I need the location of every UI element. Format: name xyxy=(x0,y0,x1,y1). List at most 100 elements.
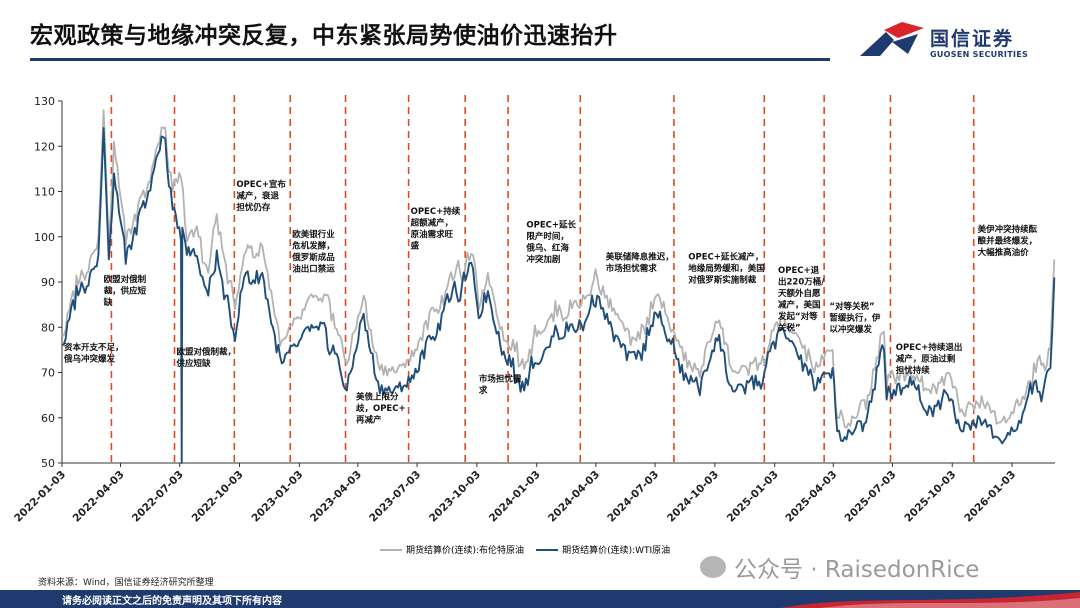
annotation-line: 限产时间， xyxy=(526,231,569,242)
annotation-line: 欧盟对俄制 xyxy=(104,274,147,285)
x-tick-label: 2022-01-03 xyxy=(12,469,68,525)
annotation-line: 欧美银行业 xyxy=(292,229,335,240)
y-tick-label: 110 xyxy=(34,186,55,199)
series-line-brent xyxy=(61,109,1056,429)
y-tick-label: 70 xyxy=(41,367,55,380)
annotation-line: 暂缓执行，伊 xyxy=(829,313,881,324)
annotation-line: 地缘局势缓和，美国 xyxy=(688,263,765,274)
y-tick-label: 80 xyxy=(41,321,55,334)
annotation-line: 关税” xyxy=(778,322,801,333)
legend-swatch-wti xyxy=(536,548,559,551)
x-tick-label: 2024-07-03 xyxy=(605,469,661,525)
annotation-line: 天额外自愿 xyxy=(778,288,821,299)
annotation-line: 再减产 xyxy=(356,415,382,426)
annotation-line: 减产，衰退 xyxy=(236,190,279,201)
annotation-line: 担忧持续 xyxy=(896,365,931,376)
x-tick-label: 2025-07-03 xyxy=(843,469,899,525)
annotation-line: OPEC+持续 xyxy=(411,206,461,217)
annotation-line: 担忧仍存 xyxy=(236,202,271,213)
annotation-line: 资本开支不足， xyxy=(64,342,124,353)
annotation-line: 俄乌冲突爆发 xyxy=(63,353,116,364)
watermark-text: 公众号 · RaisedonRice xyxy=(734,557,980,583)
annotation-line: 市场担忧需求 xyxy=(606,263,658,274)
annotation-line: 危机发酵， xyxy=(291,240,335,251)
event-annotation: 资本开支不足，俄乌冲突爆发 xyxy=(63,342,124,365)
x-tick-label: 2025-01-03 xyxy=(725,469,781,525)
event-annotation: 欧盟对俄制裁，供应短缺 xyxy=(176,346,237,369)
annotation-line: 美伊冲突持续酝 xyxy=(978,224,1038,235)
annotation-line: 酿并最终爆发， xyxy=(978,236,1038,247)
legend-label-brent: 期货结算价(连续):布伦特原油 xyxy=(406,546,525,556)
x-tick-label: 2022-04-03 xyxy=(71,469,127,525)
y-tick-label: 130 xyxy=(34,95,55,108)
x-tick-label: 2023-07-03 xyxy=(367,469,423,525)
annotation-line: OPEC+退 xyxy=(778,265,820,276)
annotation-line: 歧，OPEC+ xyxy=(356,403,406,414)
x-tick-label: 2024-04-03 xyxy=(546,469,602,525)
chart-annotations: 资本开支不足，俄乌冲突爆发欧盟对俄制裁，供应短缺欧盟对俄制裁，供应短缺OPEC+… xyxy=(63,179,1038,426)
annotation-line: 美联储降息推迟， xyxy=(606,251,674,262)
x-tick-label: 2022-10-03 xyxy=(190,469,246,525)
annotation-line: 发起“对等 xyxy=(777,311,818,322)
x-tick-label: 2024-10-03 xyxy=(665,469,721,525)
x-tick-label: 2024-01-03 xyxy=(487,469,543,525)
guosen-logo-icon xyxy=(860,22,924,56)
annotation-line: 减产，原油过剩 xyxy=(896,353,956,364)
footer-disclaimer: 请务必阅读正文之后的免责声明及其项下所有内容 xyxy=(62,596,282,607)
annotation-line: 以冲突爆发 xyxy=(829,324,872,335)
annotation-line: OPEC+延长 xyxy=(526,220,576,231)
x-tick-label: 2025-10-03 xyxy=(902,469,958,525)
annotation-line: OPEC+延长减产， xyxy=(688,251,763,262)
legend-swatch-brent xyxy=(380,548,402,551)
chart-legend: 期货结算价(连续):布伦特原油 期货结算价(连续):WTI原油 xyxy=(380,543,670,556)
annotation-line: 对俄罗斯实施制裁 xyxy=(688,274,757,285)
annotation-line: OPEC+持续退出 xyxy=(896,342,963,353)
annotation-line: 大幅推高油价 xyxy=(978,247,1030,258)
annotation-line: OPEC+宣布 xyxy=(236,179,286,190)
footer-bar: 请务必阅读正文之后的免责声明及其项下所有内容 xyxy=(0,590,1080,608)
x-tick-label: 2023-04-03 xyxy=(308,469,364,525)
x-tick-label: 2025-04-03 xyxy=(783,469,839,525)
legend-item-brent: 期货结算价(连续):布伦特原油 xyxy=(380,543,524,556)
annotation-line: 盛 xyxy=(411,241,420,252)
annotation-line: 求 xyxy=(479,385,488,396)
annotation-line: 美债上限分 xyxy=(356,392,399,403)
x-tick-label: 2022-07-03 xyxy=(130,469,186,525)
data-source-note: 资料来源：Wind，国信证券经济研究所整理 xyxy=(38,578,214,588)
page-title: 宏观政策与地缘冲突反复，中东紧张局势使油价迅速抬升 xyxy=(30,23,618,49)
legend-item-wti: 期货结算价(连续):WTI原油 xyxy=(536,543,670,556)
chart-axes: 50 60 70 80 90 100 110 120 130 2022-01-03 2022-04-… xyxy=(12,95,1055,525)
annotation-line: 油出口禁运 xyxy=(292,263,335,274)
event-lines xyxy=(110,95,975,463)
annotation-line: 欧盟对俄制裁， xyxy=(177,346,237,357)
annotation-line: 俄罗斯成品 xyxy=(291,252,335,263)
y-tick-label: 90 xyxy=(41,276,55,289)
event-annotation: 市场担忧需求 xyxy=(479,374,522,397)
wechat-watermark: 公众号 · RaisedonRice xyxy=(700,550,979,584)
series-line-wti xyxy=(61,127,1056,464)
annotation-line: 原油需求旺 xyxy=(411,229,454,240)
event-annotation: 欧盟对俄制裁，供应短缺 xyxy=(103,274,147,308)
annotation-line: 市场担忧需 xyxy=(479,374,522,385)
title-divider xyxy=(30,58,830,61)
legend-label-wti: 期货结算价(连续):WTI原油 xyxy=(562,546,671,556)
annotation-line: 俄乌、红海 xyxy=(525,243,569,254)
footer-wave-decoration xyxy=(780,592,1080,608)
logo-chinese-name: 国信证券 xyxy=(930,28,1015,50)
annotation-line: “对等关税” xyxy=(829,301,874,312)
y-tick-label: 60 xyxy=(41,412,55,425)
y-tick-label: 120 xyxy=(34,140,55,153)
annotation-line: 供应短缺 xyxy=(176,358,212,369)
logo-english-name: GUOSEN SECURITIES xyxy=(930,50,1029,59)
annotation-line: 出220万桶/ xyxy=(778,276,825,287)
chart-series xyxy=(61,109,1056,464)
